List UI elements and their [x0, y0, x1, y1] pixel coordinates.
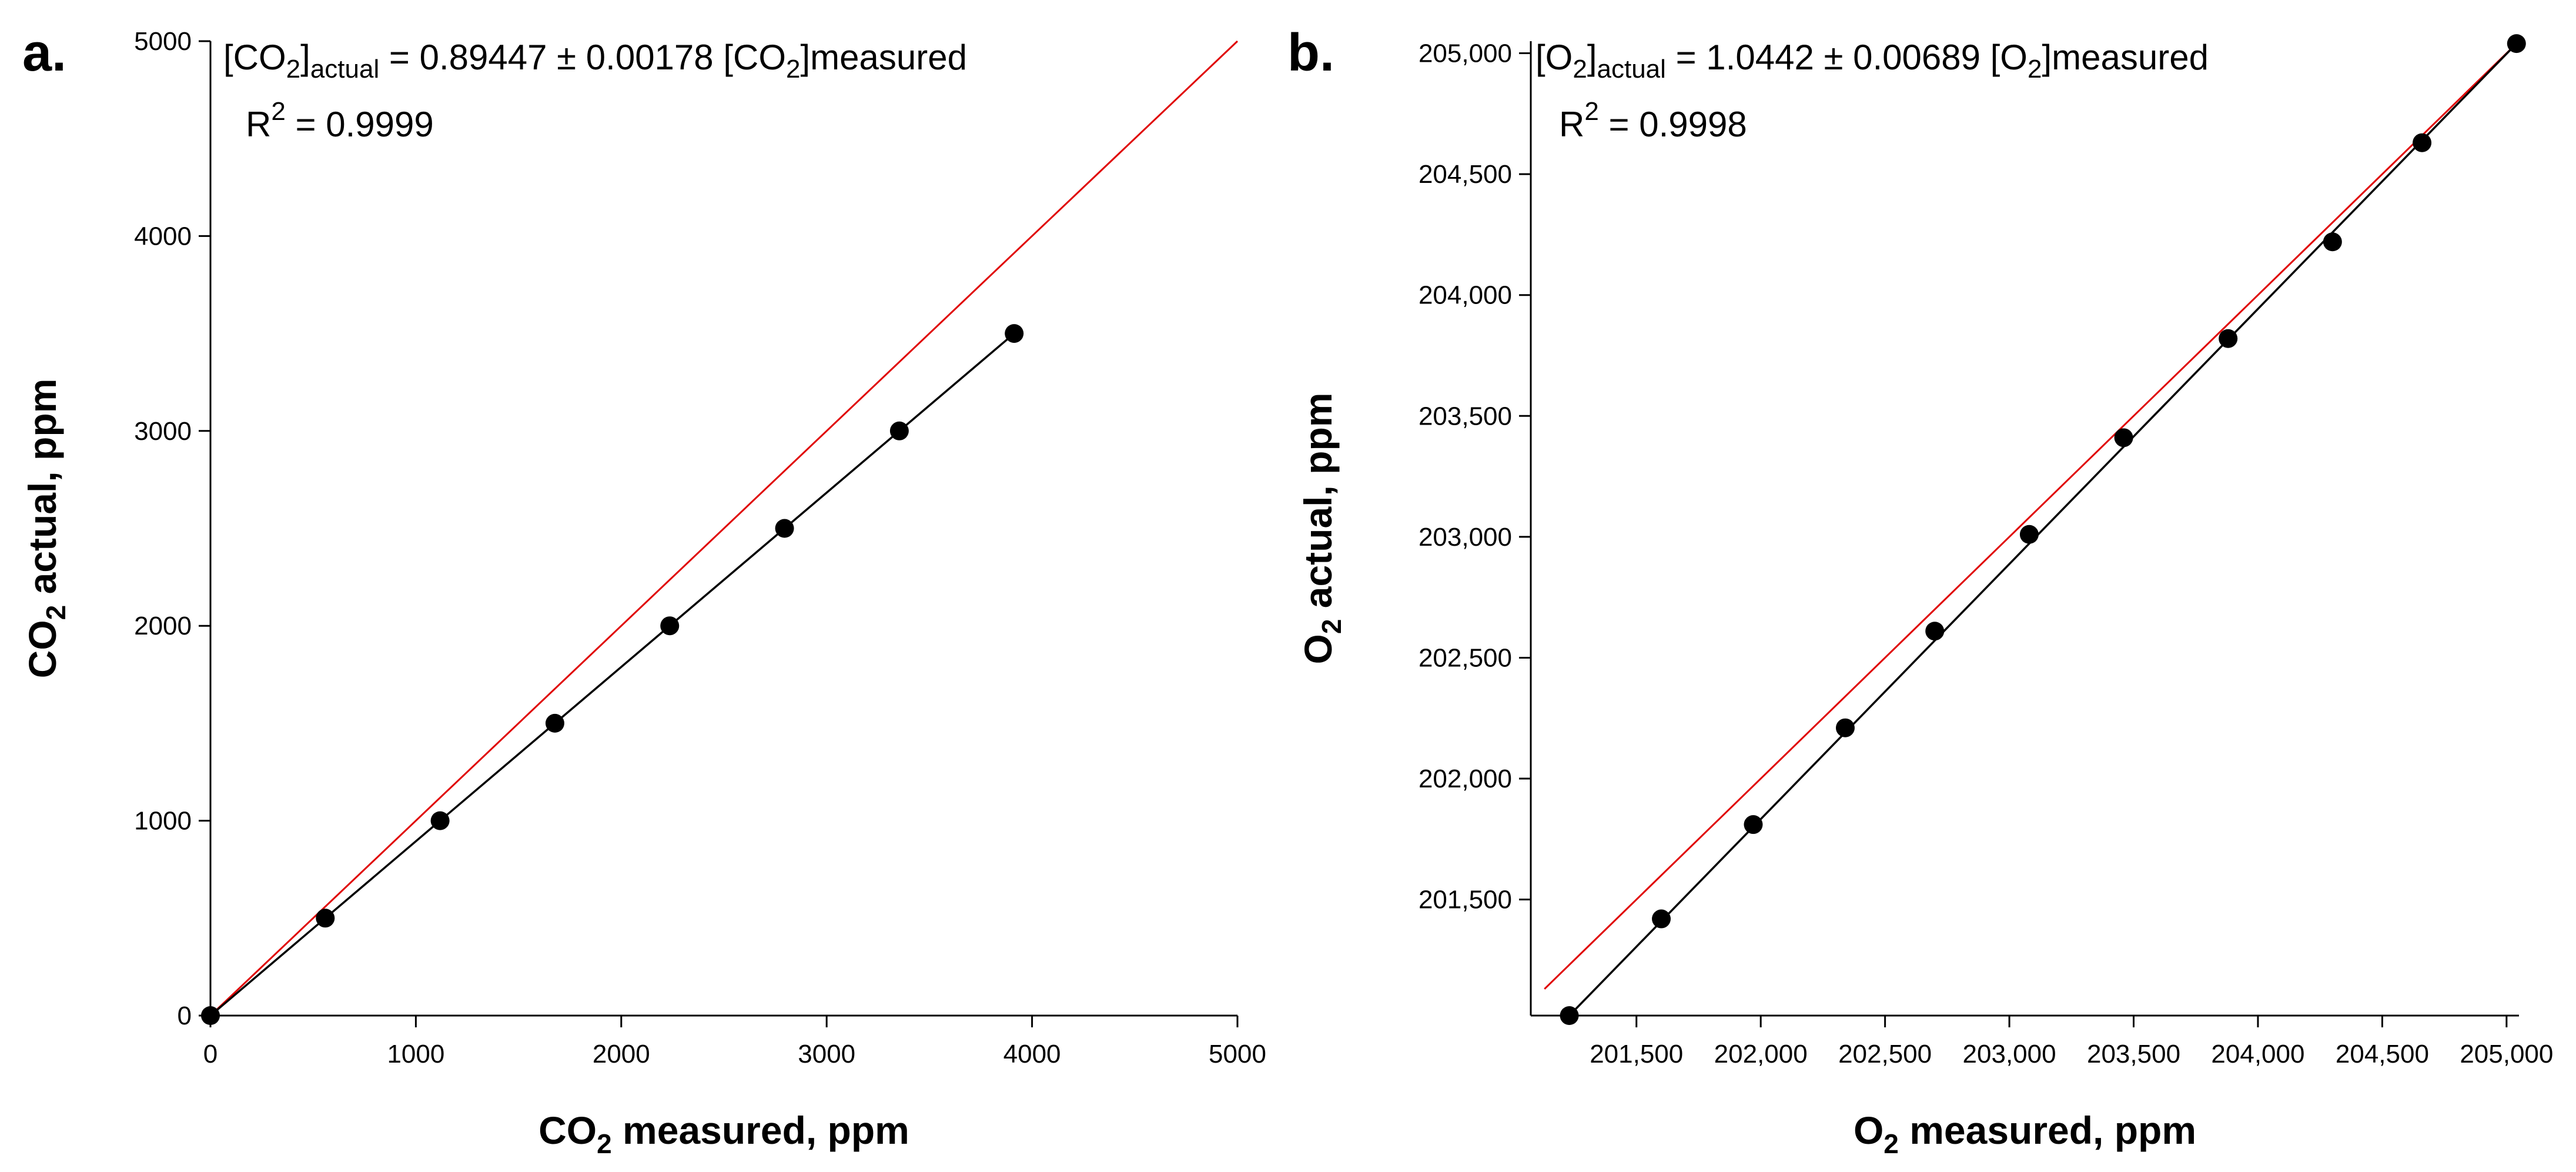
x-tick-label: 203,500 — [2087, 1040, 2180, 1069]
panel-label: a. — [22, 24, 66, 82]
y-tick-label: 205,000 — [1419, 39, 1512, 68]
y-axis-title: O2 actual, ppm — [1296, 392, 1347, 664]
y-tick-label: 201,500 — [1419, 886, 1512, 914]
panel-label: b. — [1287, 24, 1334, 82]
y-tick-label: 203,500 — [1419, 402, 1512, 430]
x-axis-title: CO2 measured, ppm — [538, 1108, 909, 1159]
regression-equation: [CO2]actual = 0.89447 ± 0.00178 [CO2]mea… — [223, 38, 967, 84]
reference-line — [1544, 43, 2517, 990]
data-point — [889, 421, 909, 440]
y-tick-label: 3000 — [134, 417, 192, 446]
x-tick-label: 201,500 — [1590, 1040, 1683, 1069]
data-point — [2507, 34, 2526, 54]
y-tick-label: 1000 — [134, 807, 192, 836]
x-tick-label: 202,500 — [1838, 1040, 1932, 1069]
r-squared: R2 = 0.9999 — [246, 97, 434, 144]
x-tick-label: 1000 — [387, 1040, 444, 1069]
y-tick-label: 5000 — [134, 27, 192, 56]
chart-panel-2: 201,500 202,000 202,500 203,000 203,500 204,0… — [1287, 24, 2553, 1159]
data-point — [201, 1006, 220, 1025]
x-tick-label: 204,000 — [2211, 1040, 2304, 1069]
data-point — [1744, 815, 1763, 834]
y-tick-label: 204,500 — [1419, 160, 1512, 189]
x-tick-label: 0 — [203, 1040, 218, 1069]
x-axis-title: O2 measured, ppm — [1854, 1108, 2196, 1159]
y-tick-label: 2000 — [134, 612, 192, 640]
data-point — [660, 616, 680, 636]
chart-panel-1: 0 1000 2000 3000 4000 5000 0 1000 2000 3000 4000 50… — [21, 24, 1266, 1159]
reference-line — [209, 40, 1239, 1017]
x-tick-label: 3000 — [798, 1040, 855, 1069]
x-tick-label: 202,000 — [1714, 1040, 1808, 1069]
fit-line — [1568, 42, 2518, 1017]
data-point — [2019, 525, 2039, 544]
x-tick-label: 204,500 — [2336, 1040, 2429, 1069]
y-tick-label: 203,000 — [1419, 523, 1512, 552]
r-squared: R2 = 0.9998 — [1559, 97, 1747, 144]
x-tick-label: 203,000 — [1963, 1040, 2056, 1069]
data-point — [545, 713, 564, 733]
data-point — [316, 909, 335, 928]
data-point — [775, 519, 794, 538]
data-point — [2413, 133, 2432, 152]
data-point — [2114, 428, 2133, 448]
y-axis-title: CO2 actual, ppm — [21, 379, 71, 679]
y-tick-label: 4000 — [134, 222, 192, 251]
data-point — [1835, 718, 1855, 737]
data-point — [430, 811, 450, 830]
y-tick-label: 204,000 — [1419, 281, 1512, 310]
y-tick-label: 0 — [178, 1001, 192, 1030]
x-tick-label: 4000 — [1003, 1040, 1061, 1069]
data-point — [2323, 232, 2342, 252]
data-point — [1925, 622, 1945, 641]
y-tick-label: 202,500 — [1419, 643, 1512, 672]
data-point — [1005, 324, 1024, 343]
data-point — [1652, 909, 1671, 929]
data-point — [2219, 329, 2238, 348]
x-tick-label: 5000 — [1209, 1040, 1266, 1069]
x-tick-label: 2000 — [593, 1040, 650, 1069]
x-tick-label: 205,000 — [2460, 1040, 2553, 1069]
data-point — [1560, 1006, 1579, 1025]
y-tick-label: 202,000 — [1419, 764, 1512, 793]
fit-line — [209, 332, 1015, 1017]
regression-equation: [O2]actual = 1.0442 ± 0.00689 [O2]measur… — [1535, 38, 2209, 84]
